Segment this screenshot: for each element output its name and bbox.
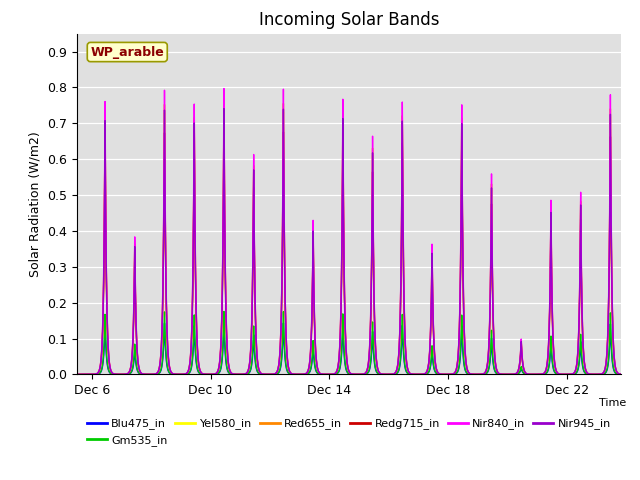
Redg715_in bbox=[73, 372, 81, 377]
Nir840_in bbox=[617, 372, 625, 377]
Line: Redg715_in: Redg715_in bbox=[77, 132, 621, 374]
Blu475_in bbox=[220, 320, 228, 326]
Nir840_in bbox=[419, 372, 426, 377]
Nir840_in bbox=[100, 227, 108, 233]
Red655_in bbox=[506, 372, 513, 377]
Yel580_in bbox=[506, 372, 513, 377]
Line: Red655_in: Red655_in bbox=[77, 103, 621, 374]
Blu475_in bbox=[419, 372, 426, 377]
Gm535_in bbox=[506, 372, 513, 377]
Red655_in bbox=[617, 372, 625, 377]
Red655_in bbox=[220, 100, 228, 106]
Yel580_in bbox=[73, 372, 81, 377]
Line: Blu475_in: Blu475_in bbox=[77, 323, 621, 374]
Line: Nir840_in: Nir840_in bbox=[77, 89, 621, 374]
Red655_in bbox=[270, 371, 278, 377]
Line: Gm535_in: Gm535_in bbox=[77, 312, 621, 374]
Gm535_in bbox=[419, 372, 426, 377]
Blu475_in bbox=[73, 372, 81, 377]
Yel580_in bbox=[220, 108, 228, 114]
Blu475_in bbox=[506, 372, 513, 377]
Gm535_in bbox=[270, 372, 278, 377]
Redg715_in bbox=[270, 371, 278, 377]
Redg715_in bbox=[395, 353, 403, 359]
Blu475_in bbox=[476, 372, 484, 377]
Redg715_in bbox=[419, 372, 426, 377]
Red655_in bbox=[476, 372, 484, 377]
Blu475_in bbox=[617, 372, 625, 377]
Gm535_in bbox=[73, 372, 81, 377]
Red655_in bbox=[419, 372, 426, 377]
Yel580_in bbox=[476, 372, 484, 377]
Nir840_in bbox=[270, 371, 278, 377]
Line: Nir945_in: Nir945_in bbox=[77, 108, 621, 374]
Nir945_in bbox=[476, 372, 484, 377]
Yel580_in bbox=[617, 372, 625, 377]
Yel580_in bbox=[419, 372, 426, 377]
Nir840_in bbox=[220, 86, 228, 92]
Red655_in bbox=[100, 234, 108, 240]
Gm535_in bbox=[395, 367, 403, 372]
Nir945_in bbox=[419, 372, 426, 377]
Nir840_in bbox=[506, 372, 513, 377]
Redg715_in bbox=[476, 372, 484, 377]
Red655_in bbox=[73, 372, 81, 377]
Title: Incoming Solar Bands: Incoming Solar Bands bbox=[259, 11, 439, 29]
Nir840_in bbox=[73, 372, 81, 377]
Legend: Blu475_in, Gm535_in, Yel580_in, Red655_in, Redg715_in, Nir840_in, Nir945_in: Blu475_in, Gm535_in, Yel580_in, Red655_i… bbox=[83, 414, 616, 450]
Yel580_in bbox=[100, 239, 108, 244]
Gm535_in bbox=[476, 372, 484, 377]
Blu475_in bbox=[270, 372, 278, 377]
Nir945_in bbox=[270, 371, 278, 377]
Nir945_in bbox=[220, 106, 228, 111]
Blu475_in bbox=[395, 368, 403, 373]
Redg715_in bbox=[617, 372, 625, 377]
Redg715_in bbox=[100, 249, 108, 255]
Nir945_in bbox=[506, 372, 513, 377]
Yel580_in bbox=[270, 371, 278, 377]
Nir945_in bbox=[100, 237, 108, 243]
Text: WP_arable: WP_arable bbox=[90, 46, 164, 59]
Text: Time: Time bbox=[599, 398, 626, 408]
Red655_in bbox=[395, 351, 403, 357]
Blu475_in bbox=[100, 346, 108, 351]
Gm535_in bbox=[220, 309, 228, 314]
Redg715_in bbox=[220, 129, 228, 134]
Nir840_in bbox=[395, 350, 403, 356]
Nir840_in bbox=[476, 372, 484, 377]
Nir945_in bbox=[73, 372, 81, 377]
Gm535_in bbox=[617, 372, 625, 377]
Line: Yel580_in: Yel580_in bbox=[77, 111, 621, 374]
Redg715_in bbox=[506, 372, 513, 377]
Yel580_in bbox=[395, 352, 403, 358]
Y-axis label: Solar Radiation (W/m2): Solar Radiation (W/m2) bbox=[29, 131, 42, 277]
Nir945_in bbox=[617, 372, 625, 377]
Gm535_in bbox=[100, 340, 108, 346]
Nir945_in bbox=[395, 352, 403, 358]
